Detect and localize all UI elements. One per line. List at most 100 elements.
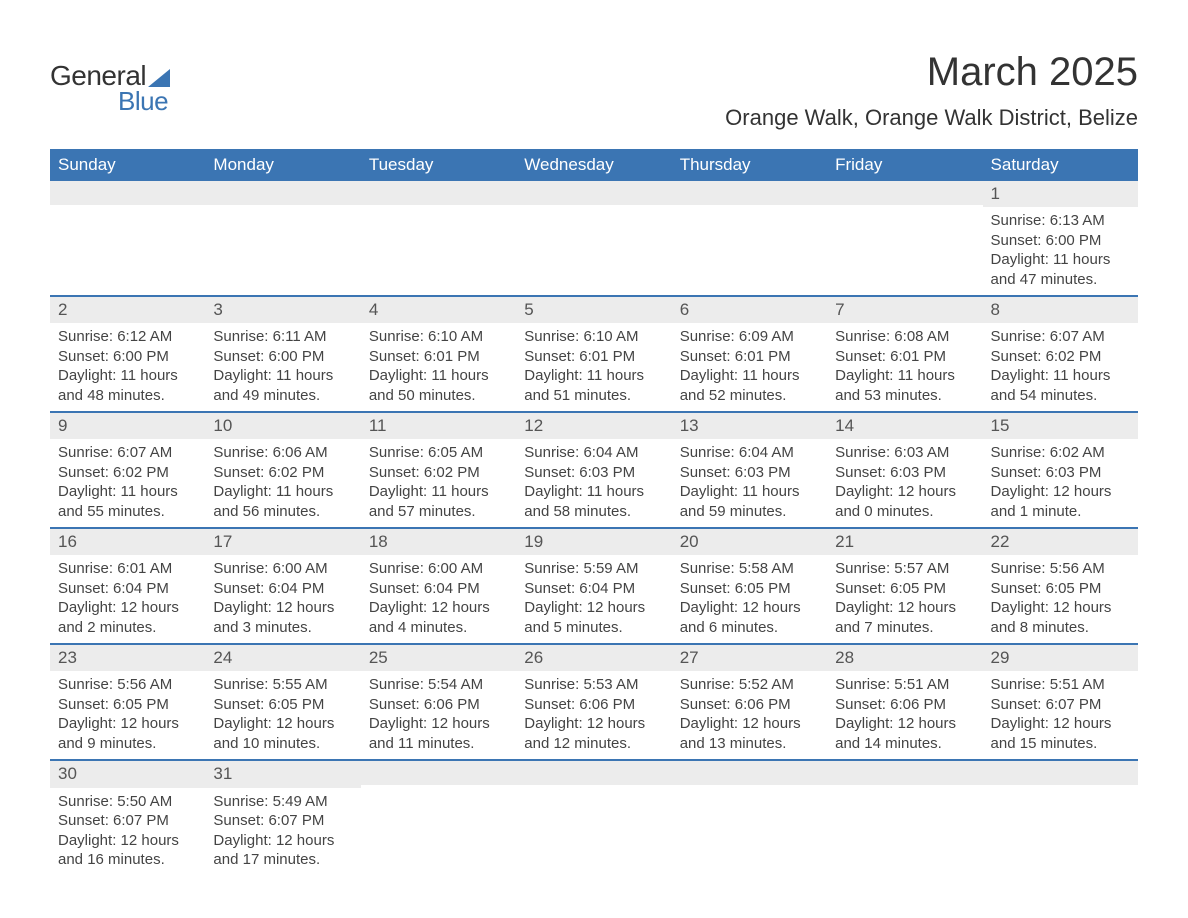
day-daylight2: and 13 minutes. [680, 734, 819, 754]
logo-text-blue: Blue [118, 86, 170, 117]
day-number: 31 [205, 761, 360, 787]
calendar-day-cell: 22Sunrise: 5:56 AMSunset: 6:05 PMDayligh… [983, 528, 1138, 644]
location-subtitle: Orange Walk, Orange Walk District, Beliz… [725, 105, 1138, 131]
day-data: Sunrise: 5:50 AMSunset: 6:07 PMDaylight:… [50, 788, 205, 876]
day-sunset: Sunset: 6:04 PM [58, 579, 197, 599]
day-data: Sunrise: 5:51 AMSunset: 6:07 PMDaylight:… [983, 671, 1138, 759]
day-sunrise: Sunrise: 5:56 AM [991, 559, 1130, 579]
day-data: Sunrise: 5:52 AMSunset: 6:06 PMDaylight:… [672, 671, 827, 759]
day-number: 27 [672, 645, 827, 671]
day-sunset: Sunset: 6:02 PM [369, 463, 508, 483]
day-daylight2: and 12 minutes. [524, 734, 663, 754]
day-sunset: Sunset: 6:01 PM [524, 347, 663, 367]
calendar-day-cell: 10Sunrise: 6:06 AMSunset: 6:02 PMDayligh… [205, 412, 360, 528]
day-number [361, 181, 516, 205]
day-daylight1: Daylight: 12 hours [524, 598, 663, 618]
day-data [827, 205, 982, 265]
day-daylight1: Daylight: 12 hours [835, 598, 974, 618]
day-data: Sunrise: 6:06 AMSunset: 6:02 PMDaylight:… [205, 439, 360, 527]
day-number: 18 [361, 529, 516, 555]
day-daylight2: and 3 minutes. [213, 618, 352, 638]
calendar-week-row: 23Sunrise: 5:56 AMSunset: 6:05 PMDayligh… [50, 644, 1138, 760]
day-number: 25 [361, 645, 516, 671]
day-daylight2: and 57 minutes. [369, 502, 508, 522]
day-daylight2: and 53 minutes. [835, 386, 974, 406]
calendar-day-cell: 15Sunrise: 6:02 AMSunset: 6:03 PMDayligh… [983, 412, 1138, 528]
day-data [205, 205, 360, 265]
day-sunrise: Sunrise: 5:55 AM [213, 675, 352, 695]
calendar-empty-cell [827, 760, 982, 875]
day-sunrise: Sunrise: 6:04 AM [524, 443, 663, 463]
calendar-day-cell: 12Sunrise: 6:04 AMSunset: 6:03 PMDayligh… [516, 412, 671, 528]
day-sunset: Sunset: 6:03 PM [524, 463, 663, 483]
day-sunrise: Sunrise: 5:51 AM [835, 675, 974, 695]
calendar-day-cell: 3Sunrise: 6:11 AMSunset: 6:00 PMDaylight… [205, 296, 360, 412]
calendar-empty-cell [516, 181, 671, 296]
day-sunset: Sunset: 6:05 PM [680, 579, 819, 599]
calendar-week-row: 1Sunrise: 6:13 AMSunset: 6:00 PMDaylight… [50, 181, 1138, 296]
day-number: 20 [672, 529, 827, 555]
day-daylight1: Daylight: 11 hours [680, 482, 819, 502]
day-daylight1: Daylight: 12 hours [835, 714, 974, 734]
day-number: 11 [361, 413, 516, 439]
day-number: 21 [827, 529, 982, 555]
day-number: 2 [50, 297, 205, 323]
calendar-week-row: 9Sunrise: 6:07 AMSunset: 6:02 PMDaylight… [50, 412, 1138, 528]
day-data: Sunrise: 6:07 AMSunset: 6:02 PMDaylight:… [50, 439, 205, 527]
calendar-day-cell: 5Sunrise: 6:10 AMSunset: 6:01 PMDaylight… [516, 296, 671, 412]
day-number [672, 761, 827, 785]
day-daylight2: and 52 minutes. [680, 386, 819, 406]
day-number [827, 181, 982, 205]
day-data: Sunrise: 6:08 AMSunset: 6:01 PMDaylight:… [827, 323, 982, 411]
day-daylight2: and 59 minutes. [680, 502, 819, 522]
day-sunrise: Sunrise: 5:54 AM [369, 675, 508, 695]
day-sunset: Sunset: 6:04 PM [524, 579, 663, 599]
day-sunset: Sunset: 6:00 PM [991, 231, 1130, 251]
day-data [50, 205, 205, 265]
day-number: 22 [983, 529, 1138, 555]
calendar-day-cell: 13Sunrise: 6:04 AMSunset: 6:03 PMDayligh… [672, 412, 827, 528]
day-data: Sunrise: 6:05 AMSunset: 6:02 PMDaylight:… [361, 439, 516, 527]
calendar-day-cell: 31Sunrise: 5:49 AMSunset: 6:07 PMDayligh… [205, 760, 360, 875]
day-number: 29 [983, 645, 1138, 671]
day-daylight1: Daylight: 12 hours [369, 598, 508, 618]
weekday-header: Friday [827, 149, 982, 181]
day-daylight1: Daylight: 11 hours [369, 482, 508, 502]
logo-triangle-icon [148, 69, 170, 87]
day-number: 16 [50, 529, 205, 555]
day-daylight2: and 16 minutes. [58, 850, 197, 870]
day-number: 23 [50, 645, 205, 671]
day-daylight1: Daylight: 12 hours [213, 831, 352, 851]
calendar-day-cell: 14Sunrise: 6:03 AMSunset: 6:03 PMDayligh… [827, 412, 982, 528]
calendar-header-row: SundayMondayTuesdayWednesdayThursdayFrid… [50, 149, 1138, 181]
day-data [983, 785, 1138, 845]
day-sunset: Sunset: 6:06 PM [835, 695, 974, 715]
day-daylight2: and 17 minutes. [213, 850, 352, 870]
day-sunrise: Sunrise: 6:00 AM [213, 559, 352, 579]
day-number: 7 [827, 297, 982, 323]
day-sunrise: Sunrise: 6:04 AM [680, 443, 819, 463]
logo: General Blue [50, 60, 170, 117]
calendar-week-row: 2Sunrise: 6:12 AMSunset: 6:00 PMDaylight… [50, 296, 1138, 412]
day-daylight2: and 2 minutes. [58, 618, 197, 638]
day-sunrise: Sunrise: 6:13 AM [991, 211, 1130, 231]
day-daylight2: and 4 minutes. [369, 618, 508, 638]
day-data: Sunrise: 5:56 AMSunset: 6:05 PMDaylight:… [983, 555, 1138, 643]
day-daylight1: Daylight: 11 hours [835, 366, 974, 386]
day-sunset: Sunset: 6:06 PM [680, 695, 819, 715]
calendar-day-cell: 9Sunrise: 6:07 AMSunset: 6:02 PMDaylight… [50, 412, 205, 528]
day-number: 30 [50, 761, 205, 787]
day-data [827, 785, 982, 845]
day-sunset: Sunset: 6:02 PM [213, 463, 352, 483]
day-daylight1: Daylight: 11 hours [58, 482, 197, 502]
day-data [672, 785, 827, 845]
day-daylight1: Daylight: 12 hours [369, 714, 508, 734]
day-sunset: Sunset: 6:05 PM [213, 695, 352, 715]
day-daylight2: and 58 minutes. [524, 502, 663, 522]
day-data: Sunrise: 6:03 AMSunset: 6:03 PMDaylight:… [827, 439, 982, 527]
day-daylight1: Daylight: 11 hours [991, 366, 1130, 386]
day-data: Sunrise: 6:04 AMSunset: 6:03 PMDaylight:… [672, 439, 827, 527]
calendar-day-cell: 23Sunrise: 5:56 AMSunset: 6:05 PMDayligh… [50, 644, 205, 760]
day-sunset: Sunset: 6:07 PM [58, 811, 197, 831]
day-data: Sunrise: 5:51 AMSunset: 6:06 PMDaylight:… [827, 671, 982, 759]
